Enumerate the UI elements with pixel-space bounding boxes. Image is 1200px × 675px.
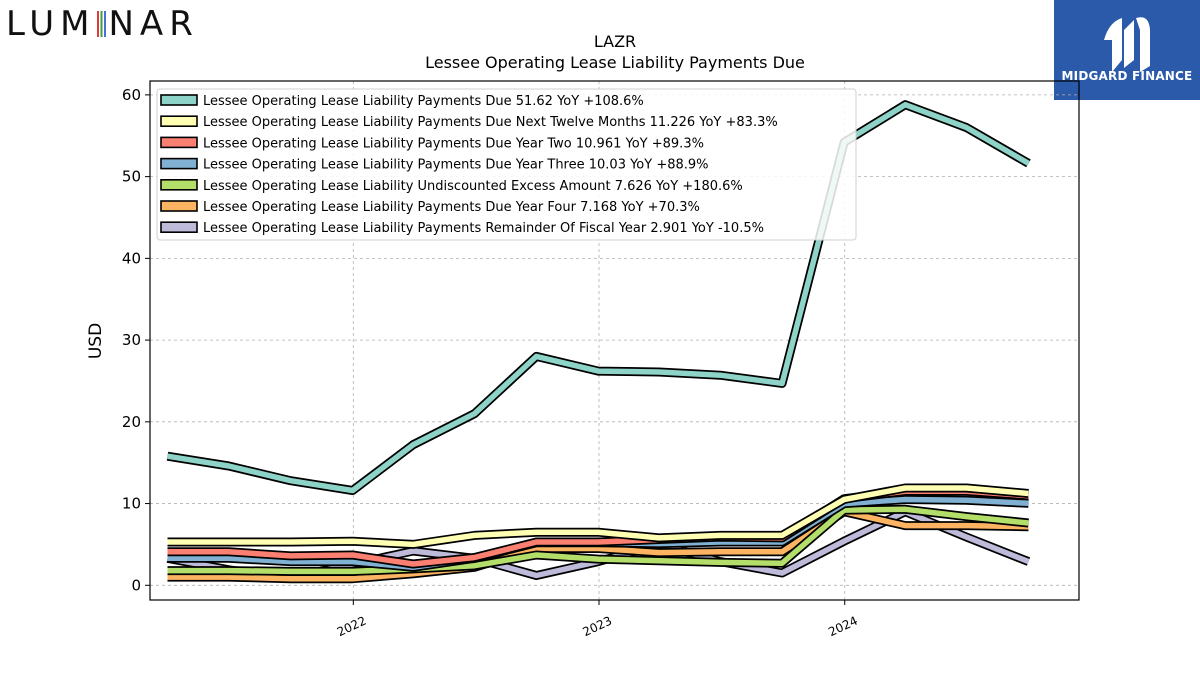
legend-swatch — [160, 157, 198, 170]
series-line-stroke — [167, 508, 1029, 582]
y-axis-label: USD — [86, 323, 106, 359]
series-line-stroke — [167, 101, 1030, 494]
luminar-logo: LUM NAR — [6, 4, 199, 44]
logo-letter: N — [108, 4, 140, 44]
midgard-finance-badge: MIDGARD FINANCE — [1054, 0, 1200, 100]
y-tick-label: 60 — [122, 86, 141, 104]
midgard-emblem-icon — [1104, 17, 1150, 72]
y-tick-label: 50 — [122, 168, 141, 186]
legend-swatch — [160, 200, 198, 212]
logo-letter: U — [29, 4, 61, 44]
logo-letter: L — [6, 4, 30, 44]
x-tick-label: 2024 — [826, 614, 860, 640]
series-line — [167, 507, 1029, 584]
y-tick-label: 0 — [131, 576, 141, 594]
legend-swatch — [160, 221, 198, 233]
legend-swatch — [160, 94, 198, 106]
y-ticks: 0 10 20 30 40 50 60 — [122, 86, 150, 594]
legend-swatch — [160, 115, 198, 127]
x-ticks: 2022 2023 2024 — [335, 600, 860, 639]
legend-label: Lessee Operating Lease Liability Payment… — [203, 136, 704, 151]
legend-box — [156, 88, 857, 241]
y-tick-label: 30 — [122, 331, 141, 349]
series-line — [167, 504, 1029, 576]
legend: Lessee Operating Lease Liability Payment… — [156, 88, 857, 241]
chart-title: LAZR — [594, 32, 636, 51]
legend-label: Lessee Operating Lease Liability Payment… — [203, 115, 778, 130]
legend-label: Lessee Operating Lease Liability Payment… — [203, 94, 644, 109]
series-line-stroke — [167, 485, 1029, 548]
legend-swatch — [160, 136, 198, 149]
midgard-badge-label: MIDGARD FINANCE — [1061, 69, 1193, 83]
legend-label: Lessee Operating Lease Liability Undisco… — [203, 179, 743, 194]
logo-letter: A — [139, 4, 170, 44]
luminar-wordmark: LUM NAR — [6, 4, 199, 44]
legend-label: Lessee Operating Lease Liability Payment… — [203, 221, 764, 236]
series-line-stroke — [167, 506, 1029, 575]
legend-label: Lessee Operating Lease Liability Payment… — [203, 200, 700, 215]
logo-letter — [97, 11, 107, 37]
y-tick-label: 10 — [122, 495, 141, 513]
y-tick-label: 20 — [122, 413, 141, 431]
logo-letter: R — [169, 4, 199, 44]
y-tick-label: 40 — [122, 249, 141, 267]
logo-letter: M — [60, 4, 96, 44]
legend-swatch — [160, 179, 198, 191]
x-tick-label: 2022 — [335, 614, 369, 640]
legend-label: Lessee Operating Lease Liability Payment… — [203, 158, 709, 173]
series-layer — [166, 100, 1031, 584]
x-tick-label: 2023 — [581, 614, 615, 640]
series-line — [167, 483, 1029, 549]
series-line — [166, 100, 1031, 495]
chart-subtitle: Lessee Operating Lease Liability Payment… — [425, 53, 805, 72]
